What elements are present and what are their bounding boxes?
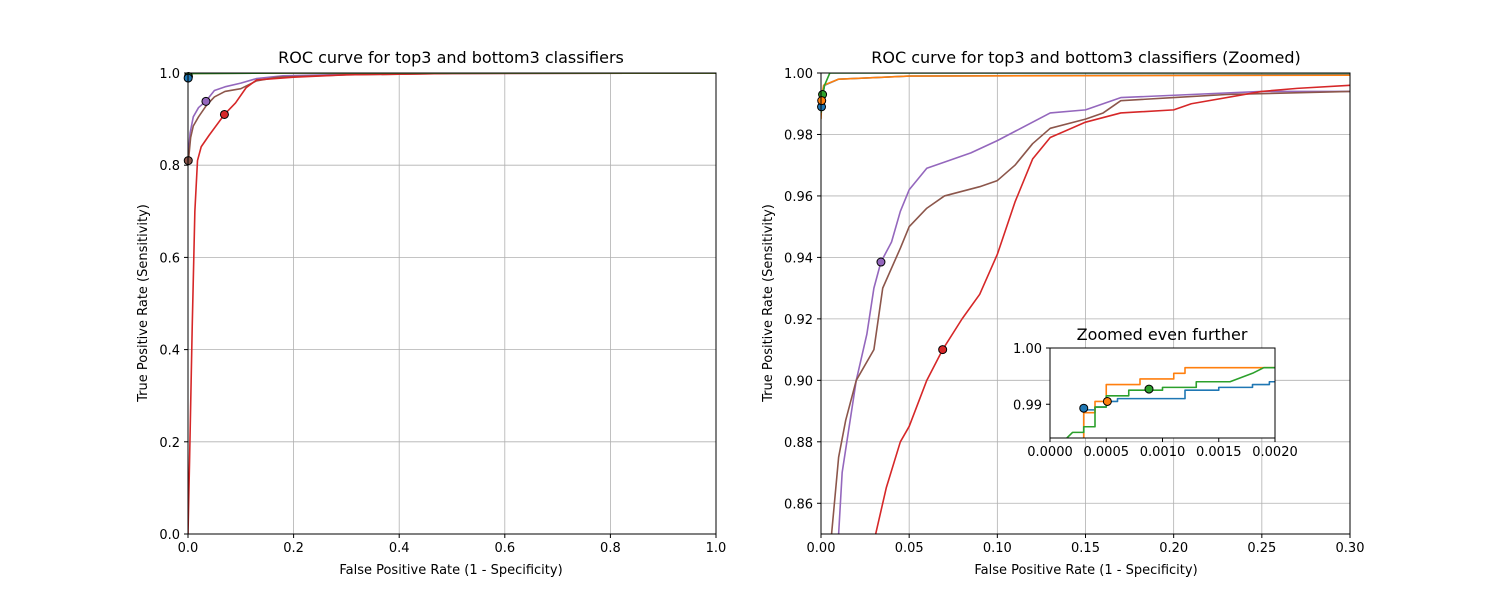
x-tick-label: 0.6	[494, 541, 515, 556]
x-tick-label: 0.25	[1247, 541, 1276, 556]
threshold-marker-green	[1145, 385, 1153, 393]
y-tick-label: 1.0	[159, 67, 180, 82]
x-tick-label: 0.4	[389, 541, 410, 556]
x-tick-label: 0.20	[1159, 541, 1188, 556]
x-tick-label: 0.0010	[1140, 445, 1186, 460]
threshold-marker-orange	[1103, 397, 1111, 405]
y-axis-label: True Positive Rate (Sensitivity)	[136, 204, 151, 403]
x-tick-label: 0.8	[600, 541, 621, 556]
threshold-marker-red	[220, 110, 228, 118]
y-tick-label: 0.2	[159, 436, 180, 451]
threshold-marker-orange	[818, 97, 826, 105]
y-tick-label: 0.4	[159, 344, 180, 359]
y-tick-label: 1.00	[1013, 342, 1042, 357]
y-tick-label: 0.98	[784, 128, 813, 143]
y-tick-label: 0.6	[159, 251, 180, 266]
y-tick-label: 0.0	[159, 528, 180, 543]
y-tick-label: 0.88	[784, 436, 813, 451]
x-tick-label: 0.0000	[1027, 445, 1073, 460]
x-tick-label: 0.0015	[1196, 445, 1242, 460]
x-tick-label: 0.2	[283, 541, 304, 556]
chart-title: ROC curve for top3 and bottom3 classifie…	[278, 48, 624, 67]
y-tick-label: 0.90	[784, 374, 813, 389]
x-tick-label: 0.10	[983, 541, 1012, 556]
x-tick-label: 0.00	[807, 541, 836, 556]
y-tick-label: 0.96	[784, 190, 813, 205]
y-tick-label: 0.8	[159, 159, 180, 174]
y-axis-label: True Positive Rate (Sensitivity)	[761, 204, 776, 403]
y-tick-label: 0.86	[784, 497, 813, 512]
threshold-marker-purple	[877, 258, 885, 266]
chart-title: Zoomed even further	[1077, 325, 1248, 344]
x-tick-label: 0.0005	[1084, 445, 1130, 460]
chart-title: ROC curve for top3 and bottom3 classifie…	[871, 48, 1300, 67]
x-tick-label: 0.30	[1336, 541, 1365, 556]
x-tick-label: 1.0	[706, 541, 727, 556]
threshold-marker-purple	[202, 97, 210, 105]
x-axis-label: False Positive Rate (1 - Specificity)	[339, 563, 562, 578]
y-tick-label: 0.99	[1013, 398, 1042, 413]
threshold-marker-blue	[1080, 404, 1088, 412]
y-tick-label: 1.00	[784, 67, 813, 82]
x-tick-label: 0.15	[1071, 541, 1100, 556]
x-axis-label: False Positive Rate (1 - Specificity)	[974, 563, 1197, 578]
x-tick-label: 0.0020	[1252, 445, 1298, 460]
x-tick-label: 0.0	[178, 541, 199, 556]
y-tick-label: 0.94	[784, 251, 813, 266]
x-tick-label: 0.05	[895, 541, 924, 556]
threshold-marker-red	[939, 346, 947, 354]
y-tick-label: 0.92	[784, 313, 813, 328]
